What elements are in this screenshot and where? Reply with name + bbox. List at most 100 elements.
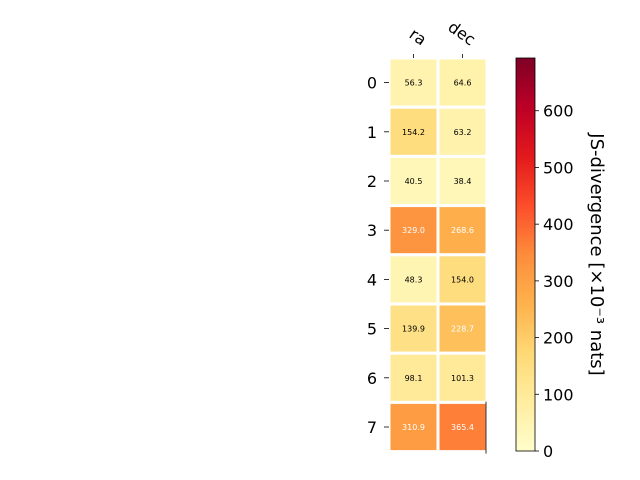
colorbar-segment (516, 130, 535, 135)
colorbar-segment (516, 122, 535, 126)
colorbar-segment (516, 91, 535, 96)
colorbar-segment (516, 246, 535, 250)
colorbar-segment (516, 276, 535, 281)
colorbar-segment (516, 406, 535, 410)
colorbar-segment (516, 63, 535, 68)
colorbar-segment (516, 378, 535, 382)
colorbar-segment (516, 260, 535, 264)
colorbar-segment (516, 58, 535, 62)
colorbar-segment (516, 265, 535, 270)
colorbar-segment (516, 60, 535, 65)
colorbar-segment (516, 262, 535, 267)
colorbar-segment (516, 383, 535, 388)
colorbar-segment (516, 203, 535, 208)
colorbar-segment (516, 159, 535, 163)
colorbar-segment (516, 229, 535, 233)
colorbar-segment (516, 192, 535, 197)
colorbar-segment (516, 428, 535, 432)
y-tick-label: 2 (367, 172, 377, 191)
colorbar-segment (516, 201, 535, 205)
colorbar-segment (516, 324, 535, 329)
heatmap-cells: 56.3 64.6 154.2 63.2 40.5 38.4 329.0 268.6 48.3 1… (387, 56, 489, 454)
colorbar-segment (516, 125, 535, 129)
colorbar-segment (516, 327, 535, 331)
colorbar-segment (516, 254, 535, 258)
colorbar-segment (516, 240, 535, 244)
colorbar-segment (516, 330, 535, 334)
colorbar-segment (516, 349, 535, 354)
y-tick-label: 5 (367, 320, 377, 339)
colorbar-segment (516, 147, 535, 152)
colorbar-segment (516, 302, 535, 306)
y-tick-label: 0 (367, 74, 377, 93)
colorbar-segment (516, 145, 535, 149)
colorbar-segment (516, 226, 535, 230)
colorbar-segment (516, 94, 535, 98)
colorbar: 0 100 200 300 400 500 600 (515, 57, 574, 461)
colorbar-segment (516, 119, 535, 124)
cell-value-label: 154.2 (402, 128, 425, 137)
colorbar-segment (516, 366, 535, 371)
colorbar-segment (516, 411, 535, 416)
colorbar-segment (516, 69, 535, 73)
colorbar-segment (516, 72, 535, 76)
colorbar-segment (516, 310, 535, 315)
colorbar-segment (516, 448, 535, 452)
colorbar-segment (516, 296, 535, 301)
cell-value-label: 56.3 (405, 79, 423, 88)
colorbar-segment (516, 420, 535, 424)
heatmap-cell (436, 253, 489, 306)
colorbar-segment (516, 288, 535, 292)
colorbar-segment (516, 181, 535, 185)
colorbar-tick-label: 100 (543, 385, 574, 404)
colorbar-segment (516, 206, 535, 211)
colorbar-segment (516, 173, 535, 177)
colorbar-segment (516, 408, 535, 413)
colorbar-segment (516, 243, 535, 247)
x-tick-label: dec (445, 17, 479, 49)
colorbar-segment (516, 215, 535, 219)
cell-value-label: 101.3 (451, 374, 474, 383)
colorbar-segment (516, 425, 535, 430)
colorbar-segment (516, 257, 535, 261)
colorbar-segment (516, 397, 535, 402)
colorbar-segment (516, 167, 535, 171)
colorbar-segment (516, 271, 535, 275)
colorbar-outline (515, 57, 536, 452)
colorbar-segment (516, 150, 535, 155)
colorbar-segment (516, 170, 535, 174)
y-tick-label: 7 (367, 418, 377, 437)
colorbar-segment (516, 100, 535, 104)
colorbar-segment (516, 161, 535, 166)
colorbar-segment (516, 293, 535, 298)
colorbar-segment (516, 88, 535, 93)
colorbar-tick-label: 400 (543, 215, 574, 234)
colorbar-segment (516, 80, 535, 84)
colorbar-segment (516, 400, 535, 404)
colorbar-segment (516, 307, 535, 312)
cell-value-label: 98.1 (405, 374, 423, 383)
y-tick-label: 6 (367, 369, 377, 388)
cell-value-label: 40.5 (405, 177, 423, 186)
heatmap-cell (436, 154, 489, 208)
colorbar-segment (516, 422, 535, 427)
colorbar-segment (516, 316, 535, 320)
colorbar-segment (516, 114, 535, 118)
colorbar-segment (516, 83, 535, 87)
colorbar-segment (516, 369, 535, 373)
colorbar-segment (516, 187, 535, 191)
colorbar-segment (516, 279, 535, 284)
colorbar-segment (516, 355, 535, 359)
colorbar-segment (516, 372, 535, 376)
colorbar-label: JS-divergence [×10⁻³ nats] (586, 132, 607, 375)
colorbar-segment (516, 223, 535, 228)
colorbar-segment (516, 212, 535, 216)
colorbar-segment (516, 77, 535, 82)
cell-value-label: 154.0 (451, 275, 474, 284)
colorbar-segment (516, 442, 535, 446)
heatmap-cell (436, 105, 489, 158)
colorbar-segment (516, 237, 535, 242)
colorbar-segment (516, 392, 535, 396)
colorbar-segment (516, 268, 535, 272)
